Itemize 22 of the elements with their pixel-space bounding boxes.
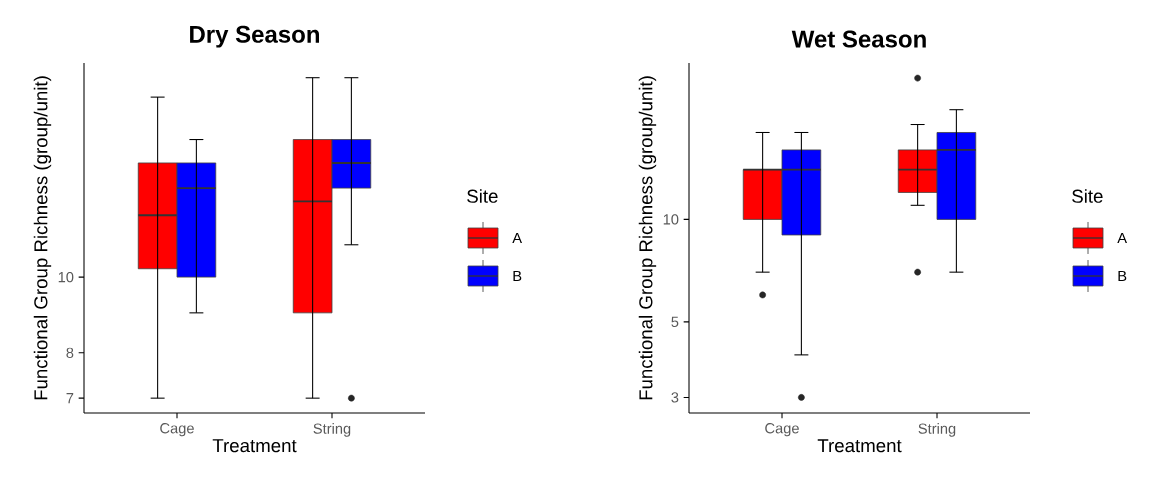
y-tick-label: 7: [66, 393, 74, 404]
y-tick-label: 10: [663, 214, 679, 225]
y-axis-title: Functional Group Richness (group/unit): [638, 76, 657, 400]
y-tick-label: 3: [671, 392, 679, 403]
legend-label: A: [512, 232, 523, 244]
x-tick-label: Cage: [160, 423, 194, 437]
legend-label: A: [1117, 232, 1128, 244]
legend-label: B: [513, 270, 522, 282]
legend-title: Site: [467, 189, 498, 203]
x-tick-label: String: [918, 423, 956, 437]
legend-title: Site: [1072, 189, 1103, 203]
chart-title: Dry Season: [190, 25, 320, 48]
x-tick-label: Cage: [765, 423, 799, 437]
x-axis-title: Treatment: [212, 439, 297, 453]
x-tick-label: String: [313, 423, 351, 437]
legend-label: B: [1118, 270, 1127, 282]
chart-title: Wet Season: [791, 30, 926, 48]
y-tick-label: 10: [58, 271, 74, 283]
x-axis-title: Treatment: [817, 439, 902, 453]
y-axis-title: Functional Group Richness (group/unit): [33, 76, 52, 400]
y-tick-label: 8: [66, 347, 74, 359]
y-tick-label: 5: [671, 316, 679, 328]
